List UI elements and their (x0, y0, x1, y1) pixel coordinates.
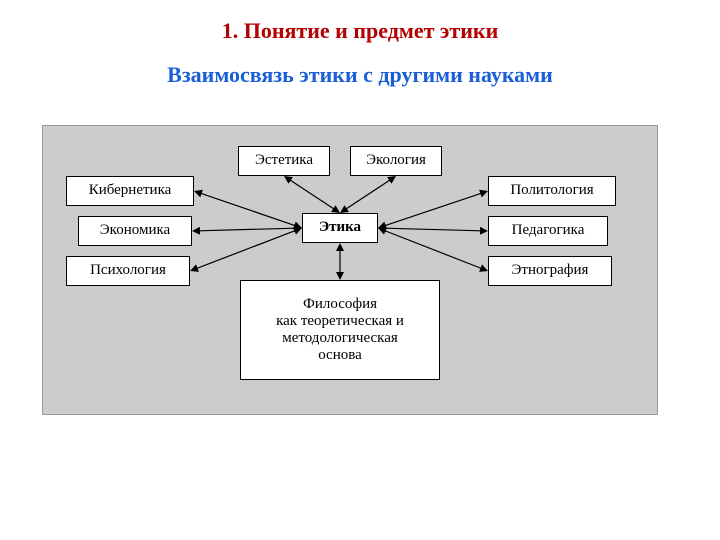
page: 1. Понятие и предмет этики Взаимосвязь э… (0, 0, 720, 540)
page-title: 1. Понятие и предмет этики (0, 18, 720, 44)
node-ekon: Экономика (78, 216, 192, 246)
page-subtitle: Взаимосвязь этики с другими науками (0, 62, 720, 88)
node-filos: Философия как теоретическая и методологи… (240, 280, 440, 380)
node-pedag: Педагогика (488, 216, 608, 246)
node-center: Этика (302, 213, 378, 243)
node-etnog: Этнография (488, 256, 612, 286)
node-ekologia: Экология (350, 146, 442, 176)
node-psih: Психология (66, 256, 190, 286)
node-politol: Политология (488, 176, 616, 206)
node-estetika: Эстетика (238, 146, 330, 176)
node-kibern: Кибернетика (66, 176, 194, 206)
